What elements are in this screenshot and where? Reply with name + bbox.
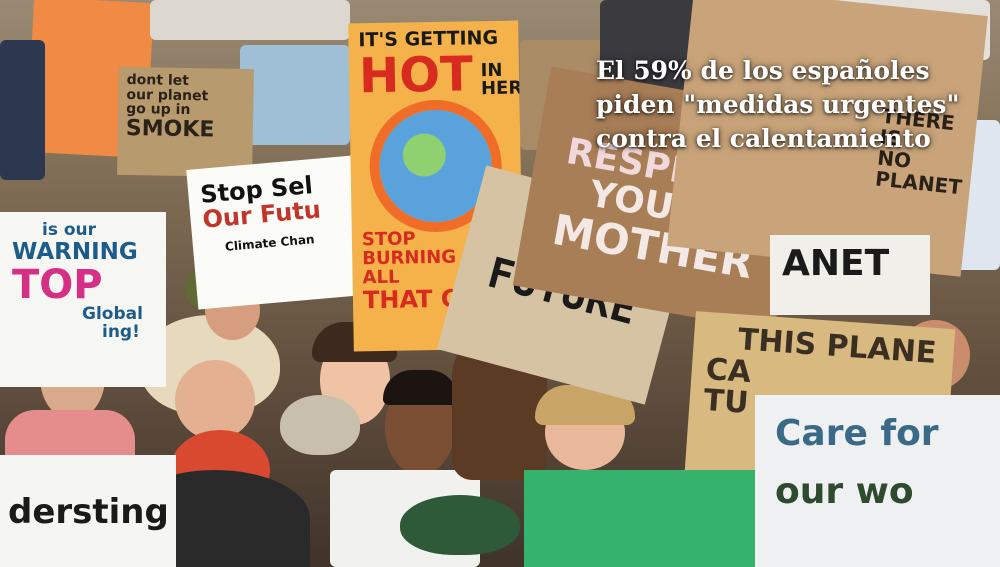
protester-face: [175, 360, 255, 440]
headline-overlay: El 59% de los españoles piden "medidas u…: [596, 54, 996, 156]
straw-hat: [280, 395, 360, 455]
green-cap: [400, 495, 520, 555]
background-sign-white: [150, 0, 350, 40]
sign-stop-stealing: Stop Sel Our Futu Climate Chan: [186, 154, 376, 310]
sign-text: our wo: [775, 470, 914, 512]
sign-text: TOP: [12, 261, 103, 308]
sign-text: HOT: [358, 46, 474, 105]
sign-planet-middle: ANET: [770, 235, 930, 315]
sign-warning: is our WARNING TOP Global ing!: [0, 212, 166, 387]
protester-hair: [383, 370, 458, 405]
sign-text: ANET: [782, 243, 890, 284]
sign-text: WARNING: [12, 238, 138, 265]
headline-line-2: piden "medidas urgentes": [596, 90, 960, 119]
sign-care-for-our-world: Care for our wo: [755, 395, 1000, 567]
headline-line-1: El 59% de los españoles: [596, 56, 930, 85]
sign-text: IN HERE: [480, 59, 524, 100]
sign-text: Global: [82, 303, 143, 324]
sign-text: is our: [42, 220, 97, 240]
headline-line-3: contra el calentamiento: [596, 124, 931, 153]
sign-text: Climate Chan: [224, 232, 316, 255]
sign-text: Care for: [775, 413, 939, 454]
sign-text: ing!: [102, 321, 140, 342]
sign-standing: dersting: [0, 455, 176, 567]
background-sign-dark: [0, 40, 45, 180]
sign-text: PLANET: [874, 166, 964, 200]
sign-text: SMOKE: [125, 116, 215, 143]
sign-smoke: dont let our planet go up in SMOKE: [117, 66, 254, 178]
sign-green: [524, 470, 759, 567]
sign-text: dersting: [8, 492, 169, 532]
background-sign-blue: [240, 45, 350, 145]
